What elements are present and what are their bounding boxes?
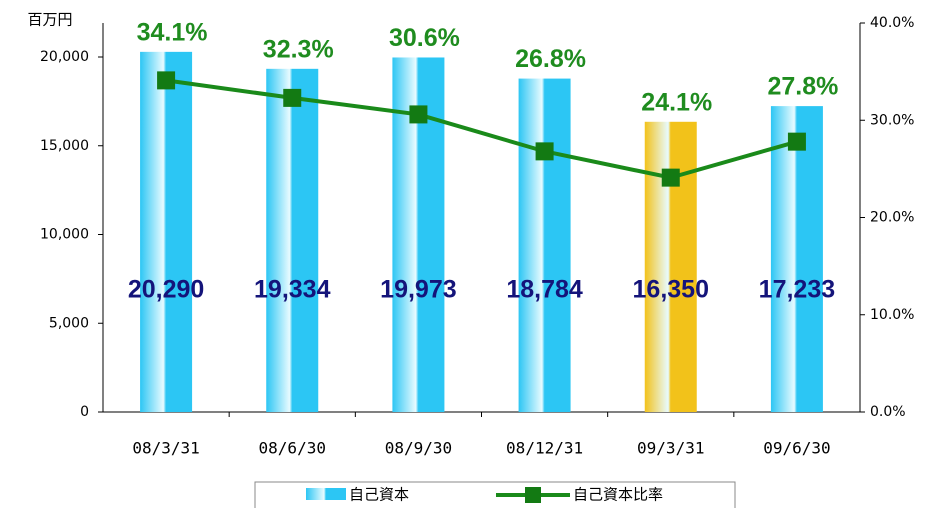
line-value-label: 26.8%: [515, 45, 586, 73]
line-marker: [409, 105, 428, 124]
bar-value-label: 18,784: [506, 276, 583, 304]
x-tick-label: 09/3/31: [637, 439, 704, 458]
bar-value-label: 19,334: [254, 276, 331, 304]
line-value-label: 30.6%: [389, 24, 460, 52]
y-tick-label: 15,000: [40, 138, 89, 154]
line-marker: [661, 168, 680, 187]
y-tick-label: 0: [80, 404, 89, 420]
y2-tick-label: 40.0%: [870, 15, 914, 31]
legend-marker: [525, 487, 541, 503]
x-tick-label: 09/6/30: [763, 439, 830, 458]
bar-value-label: 19,973: [380, 276, 456, 304]
line-marker: [787, 132, 806, 151]
bar: [770, 106, 823, 412]
y2-tick-label: 0.0%: [870, 404, 906, 420]
line: [165, 78, 798, 180]
legend-label: 自己資本比率: [573, 486, 663, 504]
y-tick-label: 20,000: [40, 49, 89, 65]
line-value-label: 27.8%: [767, 73, 838, 101]
bar-value-label: 16,350: [633, 276, 709, 304]
legend-label: 自己資本: [349, 486, 409, 504]
x-tick-label: 08/3/31: [132, 439, 199, 458]
y2-tick-label: 30.0%: [870, 112, 914, 128]
legend-swatch: [306, 488, 346, 500]
x-tick-label: 08/12/31: [506, 439, 583, 458]
bar-value-label: 17,233: [759, 276, 835, 304]
x-tick-label: 08/9/30: [385, 439, 452, 458]
line-marker: [535, 142, 554, 161]
y-tick-label: 5,000: [49, 315, 89, 331]
bar: [518, 78, 571, 413]
y2-tick-label: 10.0%: [870, 307, 914, 323]
y-tick-label: 10,000: [40, 227, 89, 243]
line-value-label: 24.1%: [641, 88, 712, 116]
line-marker: [283, 88, 302, 107]
x-tick-label: 08/6/30: [259, 439, 326, 458]
bar: [644, 121, 697, 412]
bar-value-label: 20,290: [128, 276, 204, 304]
line-value-label: 32.3%: [263, 35, 334, 63]
bar: [140, 51, 193, 412]
bar: [266, 68, 319, 412]
y-axis-unit: 百万円: [27, 11, 72, 29]
line-value-label: 34.1%: [137, 18, 208, 46]
line-marker: [157, 71, 176, 90]
y2-tick-label: 20.0%: [870, 210, 914, 226]
